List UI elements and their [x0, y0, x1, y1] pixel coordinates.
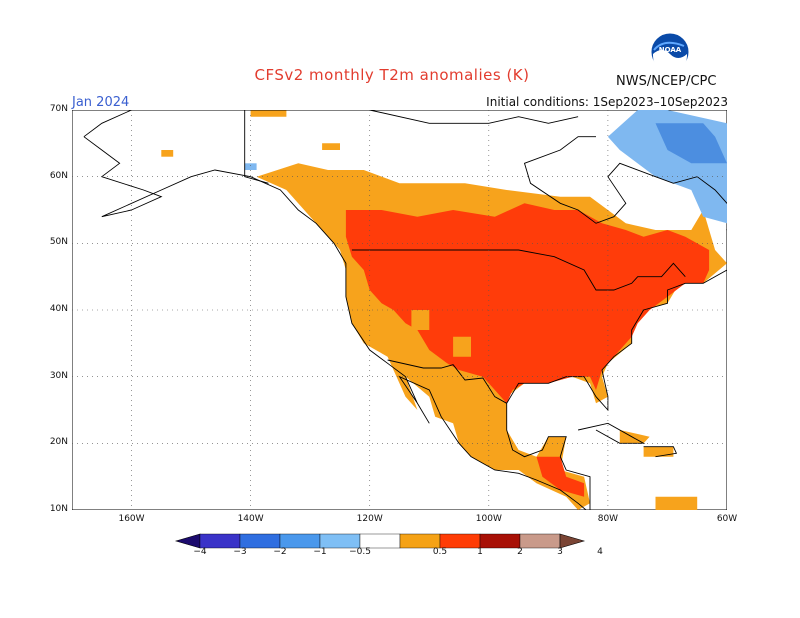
- lon-label: 100W: [475, 514, 502, 524]
- initial-conditions: Initial conditions: 1Sep2023–10Sep2023: [486, 95, 728, 109]
- cuba: [578, 422, 646, 444]
- coastlines: [83, 110, 727, 510]
- colorbar-segment: [199, 533, 241, 549]
- colorbar-label: 1: [477, 547, 483, 557]
- orange-patch-hispaniola: [643, 446, 674, 457]
- colorbar-label: −1: [313, 547, 327, 557]
- pacific-coast: [83, 136, 587, 510]
- agency-label: NWS/NCEP/CPC: [616, 74, 717, 89]
- lat-label: 60N: [49, 170, 68, 181]
- alaska-border: [244, 110, 269, 184]
- lon-label: 80W: [597, 514, 619, 524]
- colorbar-segment: [359, 533, 401, 549]
- colorbar-label: 3: [557, 547, 563, 557]
- colorbar-segment: [439, 533, 481, 549]
- orange-patch-north: [250, 110, 287, 117]
- logo-text: NOAA: [659, 46, 682, 54]
- mid-blue-anomaly-area: [655, 123, 727, 164]
- colorbar-segment: [319, 533, 361, 549]
- grid-lines: [72, 110, 727, 510]
- orange-patch-yukon: [322, 143, 340, 150]
- orange-utah: [411, 310, 430, 330]
- colorbar-high-arrow: [559, 533, 586, 549]
- colorbar-low-arrow: [174, 533, 201, 549]
- target-month: Jan 2024: [72, 95, 130, 110]
- colorbar-label: −4: [193, 547, 207, 557]
- colorbar-label: −3: [233, 547, 247, 557]
- orange-patch-venezuela: [655, 496, 698, 510]
- anomaly-map: [72, 110, 727, 510]
- arctic-coast: [83, 110, 579, 138]
- orange-patch-alaska: [161, 150, 174, 157]
- lat-label: 20N: [49, 437, 68, 448]
- colorbar-segment: [239, 533, 281, 549]
- colorbar-segment: [519, 533, 561, 549]
- hispaniola: [643, 446, 678, 458]
- atlantic-hudson-coast: [506, 136, 727, 510]
- colorbar-label: 0.5: [432, 547, 448, 557]
- us-canada-border: [351, 249, 686, 291]
- lon-label: 160W: [118, 514, 145, 524]
- us-mexico-border: [387, 359, 507, 404]
- red-anomaly-area: [345, 203, 710, 404]
- colorbar-label: −0.5: [349, 547, 371, 557]
- map-title: CFSv2 monthly T2m anomalies (K): [254, 66, 530, 84]
- colorbar-label: 4: [597, 547, 603, 557]
- colorbar-label: −2: [273, 547, 287, 557]
- colorbar-segment: [399, 533, 441, 549]
- colorbar: [174, 533, 586, 549]
- colorbar-label: 2: [517, 547, 523, 557]
- light-blue-patch-yukon: [244, 163, 257, 170]
- orange-patch-cuba: [619, 430, 650, 444]
- lat-label: 70N: [49, 104, 68, 114]
- lat-label: 30N: [49, 370, 68, 381]
- noaa-logo: NOAA: [650, 32, 690, 72]
- lon-label: 140W: [237, 514, 264, 524]
- lon-label: 60W: [716, 514, 738, 524]
- lat-label: 40N: [49, 304, 68, 314]
- colorbar-segment: [279, 533, 321, 549]
- red-central-america: [536, 456, 585, 497]
- lat-label: 50N: [49, 237, 68, 248]
- orange-newmexico: [453, 336, 471, 357]
- lat-label: 10N: [49, 504, 68, 514]
- lon-label: 120W: [356, 514, 383, 524]
- colorbar-segment: [479, 533, 521, 549]
